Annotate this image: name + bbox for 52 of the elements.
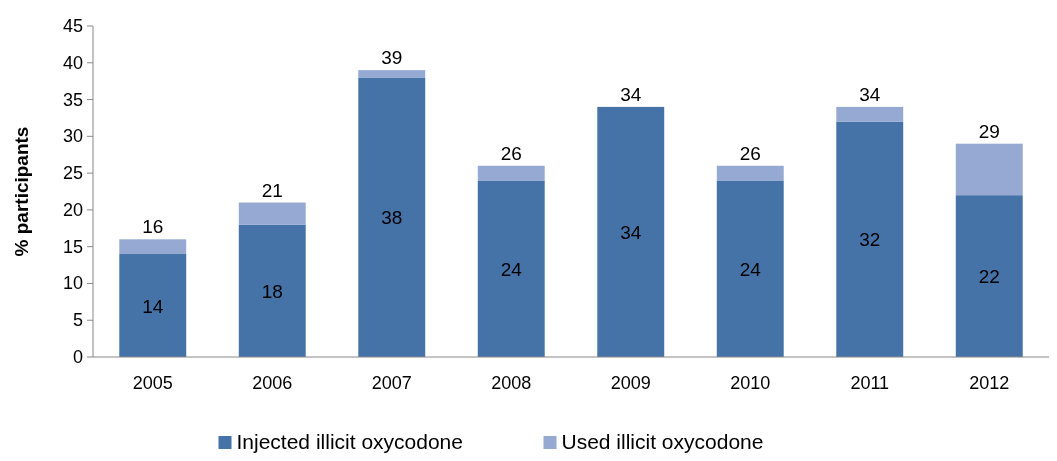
y-tick-label: 40 [62, 52, 83, 73]
x-tick-label: 2007 [371, 373, 412, 393]
bar [716, 165, 784, 181]
total-label: 26 [500, 142, 522, 164]
bar [836, 121, 904, 357]
bar [119, 239, 187, 255]
y-tick-label: 45 [62, 16, 83, 36]
total-label: 34 [859, 83, 881, 105]
bar [836, 106, 904, 122]
bar [955, 143, 1023, 196]
bar [119, 254, 187, 357]
y-tick-label: 25 [62, 163, 83, 184]
x-tick-label: 2006 [252, 373, 293, 393]
total-label: 26 [739, 142, 761, 164]
data-label: 24 [500, 258, 523, 280]
x-tick-label: 2010 [730, 373, 771, 393]
bar [238, 224, 306, 357]
data-label: 32 [859, 229, 881, 251]
data-label: 38 [381, 207, 403, 229]
y-tick-label: 15 [62, 236, 83, 257]
y-tick-label: 5 [72, 310, 83, 331]
total-label: 16 [142, 216, 164, 238]
bar [477, 165, 545, 181]
total-label: 29 [978, 120, 1000, 142]
x-tick-label: 2008 [491, 373, 532, 393]
data-label: 24 [739, 258, 762, 280]
bar [238, 202, 306, 225]
data-label: 14 [142, 295, 164, 317]
x-tick-label: 2012 [969, 373, 1010, 393]
bar [716, 180, 784, 357]
total-label: 39 [381, 47, 403, 69]
bar [477, 180, 545, 357]
data-label: 18 [261, 280, 283, 302]
legend-label: Injected illicit oxycodone [236, 430, 463, 453]
x-tick-label: 2009 [610, 373, 651, 393]
data-label: 22 [978, 266, 1000, 288]
data-label: 34 [620, 221, 642, 243]
y-tick-label: 20 [62, 199, 83, 220]
bar [358, 77, 426, 357]
legend-label: Used illicit oxycodone [561, 430, 764, 453]
bar [358, 70, 426, 78]
bar [955, 195, 1023, 357]
total-label: 34 [620, 83, 642, 105]
x-tick-label: 2005 [132, 373, 173, 393]
y-axis-title: % participants [11, 126, 32, 257]
y-tick-label: 10 [62, 273, 83, 294]
y-tick-label: 35 [62, 89, 83, 110]
y-tick-label: 30 [62, 126, 83, 147]
x-tick-label: 2011 [850, 373, 890, 393]
total-label: 21 [261, 179, 283, 201]
y-tick-label: 0 [72, 347, 83, 367]
bar [597, 106, 665, 357]
